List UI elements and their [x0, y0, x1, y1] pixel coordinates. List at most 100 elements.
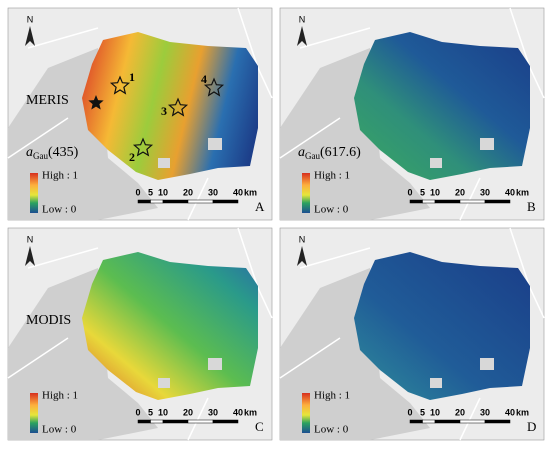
scale-tick: 0	[407, 407, 412, 417]
scale-segment	[187, 199, 214, 204]
legend-low: Low : 0	[314, 204, 349, 216]
scale-segment	[162, 199, 189, 204]
station-label: 3	[161, 104, 167, 118]
panel-letter: D	[527, 419, 536, 434]
roads	[279, 227, 545, 441]
scale-segment	[422, 419, 436, 424]
north-label: N	[27, 234, 34, 244]
panel-letter: C	[255, 419, 264, 434]
scale-segment	[162, 419, 189, 424]
color-bar	[302, 393, 310, 433]
water	[280, 48, 430, 220]
station-star	[203, 77, 225, 97]
scale-unit: km	[244, 187, 257, 197]
scale-tick: 20	[455, 187, 465, 197]
variable-label: aGau(617.6)	[298, 145, 361, 161]
scale-tick: 40	[505, 187, 515, 197]
north-arrow	[25, 246, 35, 266]
legend-low: Low : 0	[42, 424, 77, 436]
scale-tick: 20	[455, 407, 465, 417]
cloud-gap	[480, 358, 494, 370]
cloud-gap	[158, 378, 170, 388]
scale-tick: 10	[430, 407, 440, 417]
station-label: 4	[201, 72, 207, 86]
north-arrow	[25, 26, 35, 46]
scale-segment	[150, 199, 164, 204]
variable-wavelength: (435)	[48, 145, 79, 160]
scale-tick: 0	[407, 187, 412, 197]
scale-tick: 30	[480, 407, 490, 417]
north-label: N	[299, 234, 306, 244]
scale-unit: km	[516, 407, 529, 417]
scale-tick: 5	[420, 187, 425, 197]
scale-segment	[484, 199, 511, 204]
water	[8, 48, 158, 220]
map-panel: N MERIS aGau(435) High : 1 Low : 0 A 0 5 10 20 30 4…	[7, 7, 273, 221]
water	[280, 268, 430, 440]
legend-low: Low : 0	[314, 424, 349, 436]
variable-label: aGau(435)	[26, 145, 79, 161]
scale-segment	[409, 419, 423, 424]
scale-segment	[137, 419, 151, 424]
north-label: N	[27, 14, 34, 24]
scale-segment	[434, 419, 461, 424]
scale-tick: 5	[420, 407, 425, 417]
legend-high: High : 1	[314, 170, 350, 182]
scale-tick: 40	[233, 407, 243, 417]
station-label: 2	[129, 150, 135, 164]
roads	[7, 227, 273, 441]
scale-segment	[484, 419, 511, 424]
scale-segment	[150, 419, 164, 424]
cloud-gap	[430, 378, 442, 388]
color-bar	[30, 393, 38, 433]
variable-symbol: a	[298, 145, 305, 160]
scale-tick: 10	[430, 187, 440, 197]
scale-segment	[187, 419, 214, 424]
panel-letter: B	[527, 199, 536, 214]
scale-tick: 20	[183, 187, 193, 197]
scale-tick: 0	[135, 187, 140, 197]
scale-segment	[422, 199, 436, 204]
cloud-gap	[430, 158, 442, 168]
scale-segment	[212, 199, 239, 204]
roads	[7, 7, 273, 221]
scale-segment	[459, 199, 486, 204]
station-star	[109, 75, 131, 95]
color-bar	[302, 173, 310, 213]
scale-tick: 20	[183, 407, 193, 417]
scale-tick: 30	[208, 407, 218, 417]
north-arrow	[297, 246, 307, 266]
scale-segment	[434, 199, 461, 204]
legend-low: Low : 0	[42, 204, 77, 216]
scale-segment	[459, 419, 486, 424]
station-star	[132, 137, 154, 157]
station-label: 1	[129, 70, 135, 84]
cloud-gap	[158, 158, 170, 168]
station-star-filled	[88, 95, 104, 110]
color-bar	[30, 173, 38, 213]
scale-tick: 0	[135, 407, 140, 417]
scale-segment	[409, 199, 423, 204]
north-label: N	[299, 14, 306, 24]
variable-subscript: Gau	[33, 151, 48, 161]
scale-unit: km	[516, 187, 529, 197]
panel-letter: A	[255, 199, 265, 214]
map-panel: N High : 1 Low : 0 D 0 5 10 20 30 40 km	[279, 227, 545, 441]
variable-symbol: a	[26, 145, 33, 160]
sensor-label: MODIS	[26, 313, 71, 328]
scale-tick: 30	[208, 187, 218, 197]
cloud-gap	[208, 138, 222, 150]
north-arrow	[297, 26, 307, 46]
water	[8, 268, 158, 440]
scale-tick: 30	[480, 187, 490, 197]
scale-tick: 5	[148, 407, 153, 417]
scale-segment	[137, 199, 151, 204]
map-panel: N MODIS High : 1 Low : 0 C 0 5 10 20 30 40 km	[7, 227, 273, 441]
legend-high: High : 1	[42, 170, 78, 182]
scale-tick: 10	[158, 187, 168, 197]
legend-high: High : 1	[42, 390, 78, 402]
scale-tick: 40	[505, 407, 515, 417]
roads	[279, 7, 545, 221]
